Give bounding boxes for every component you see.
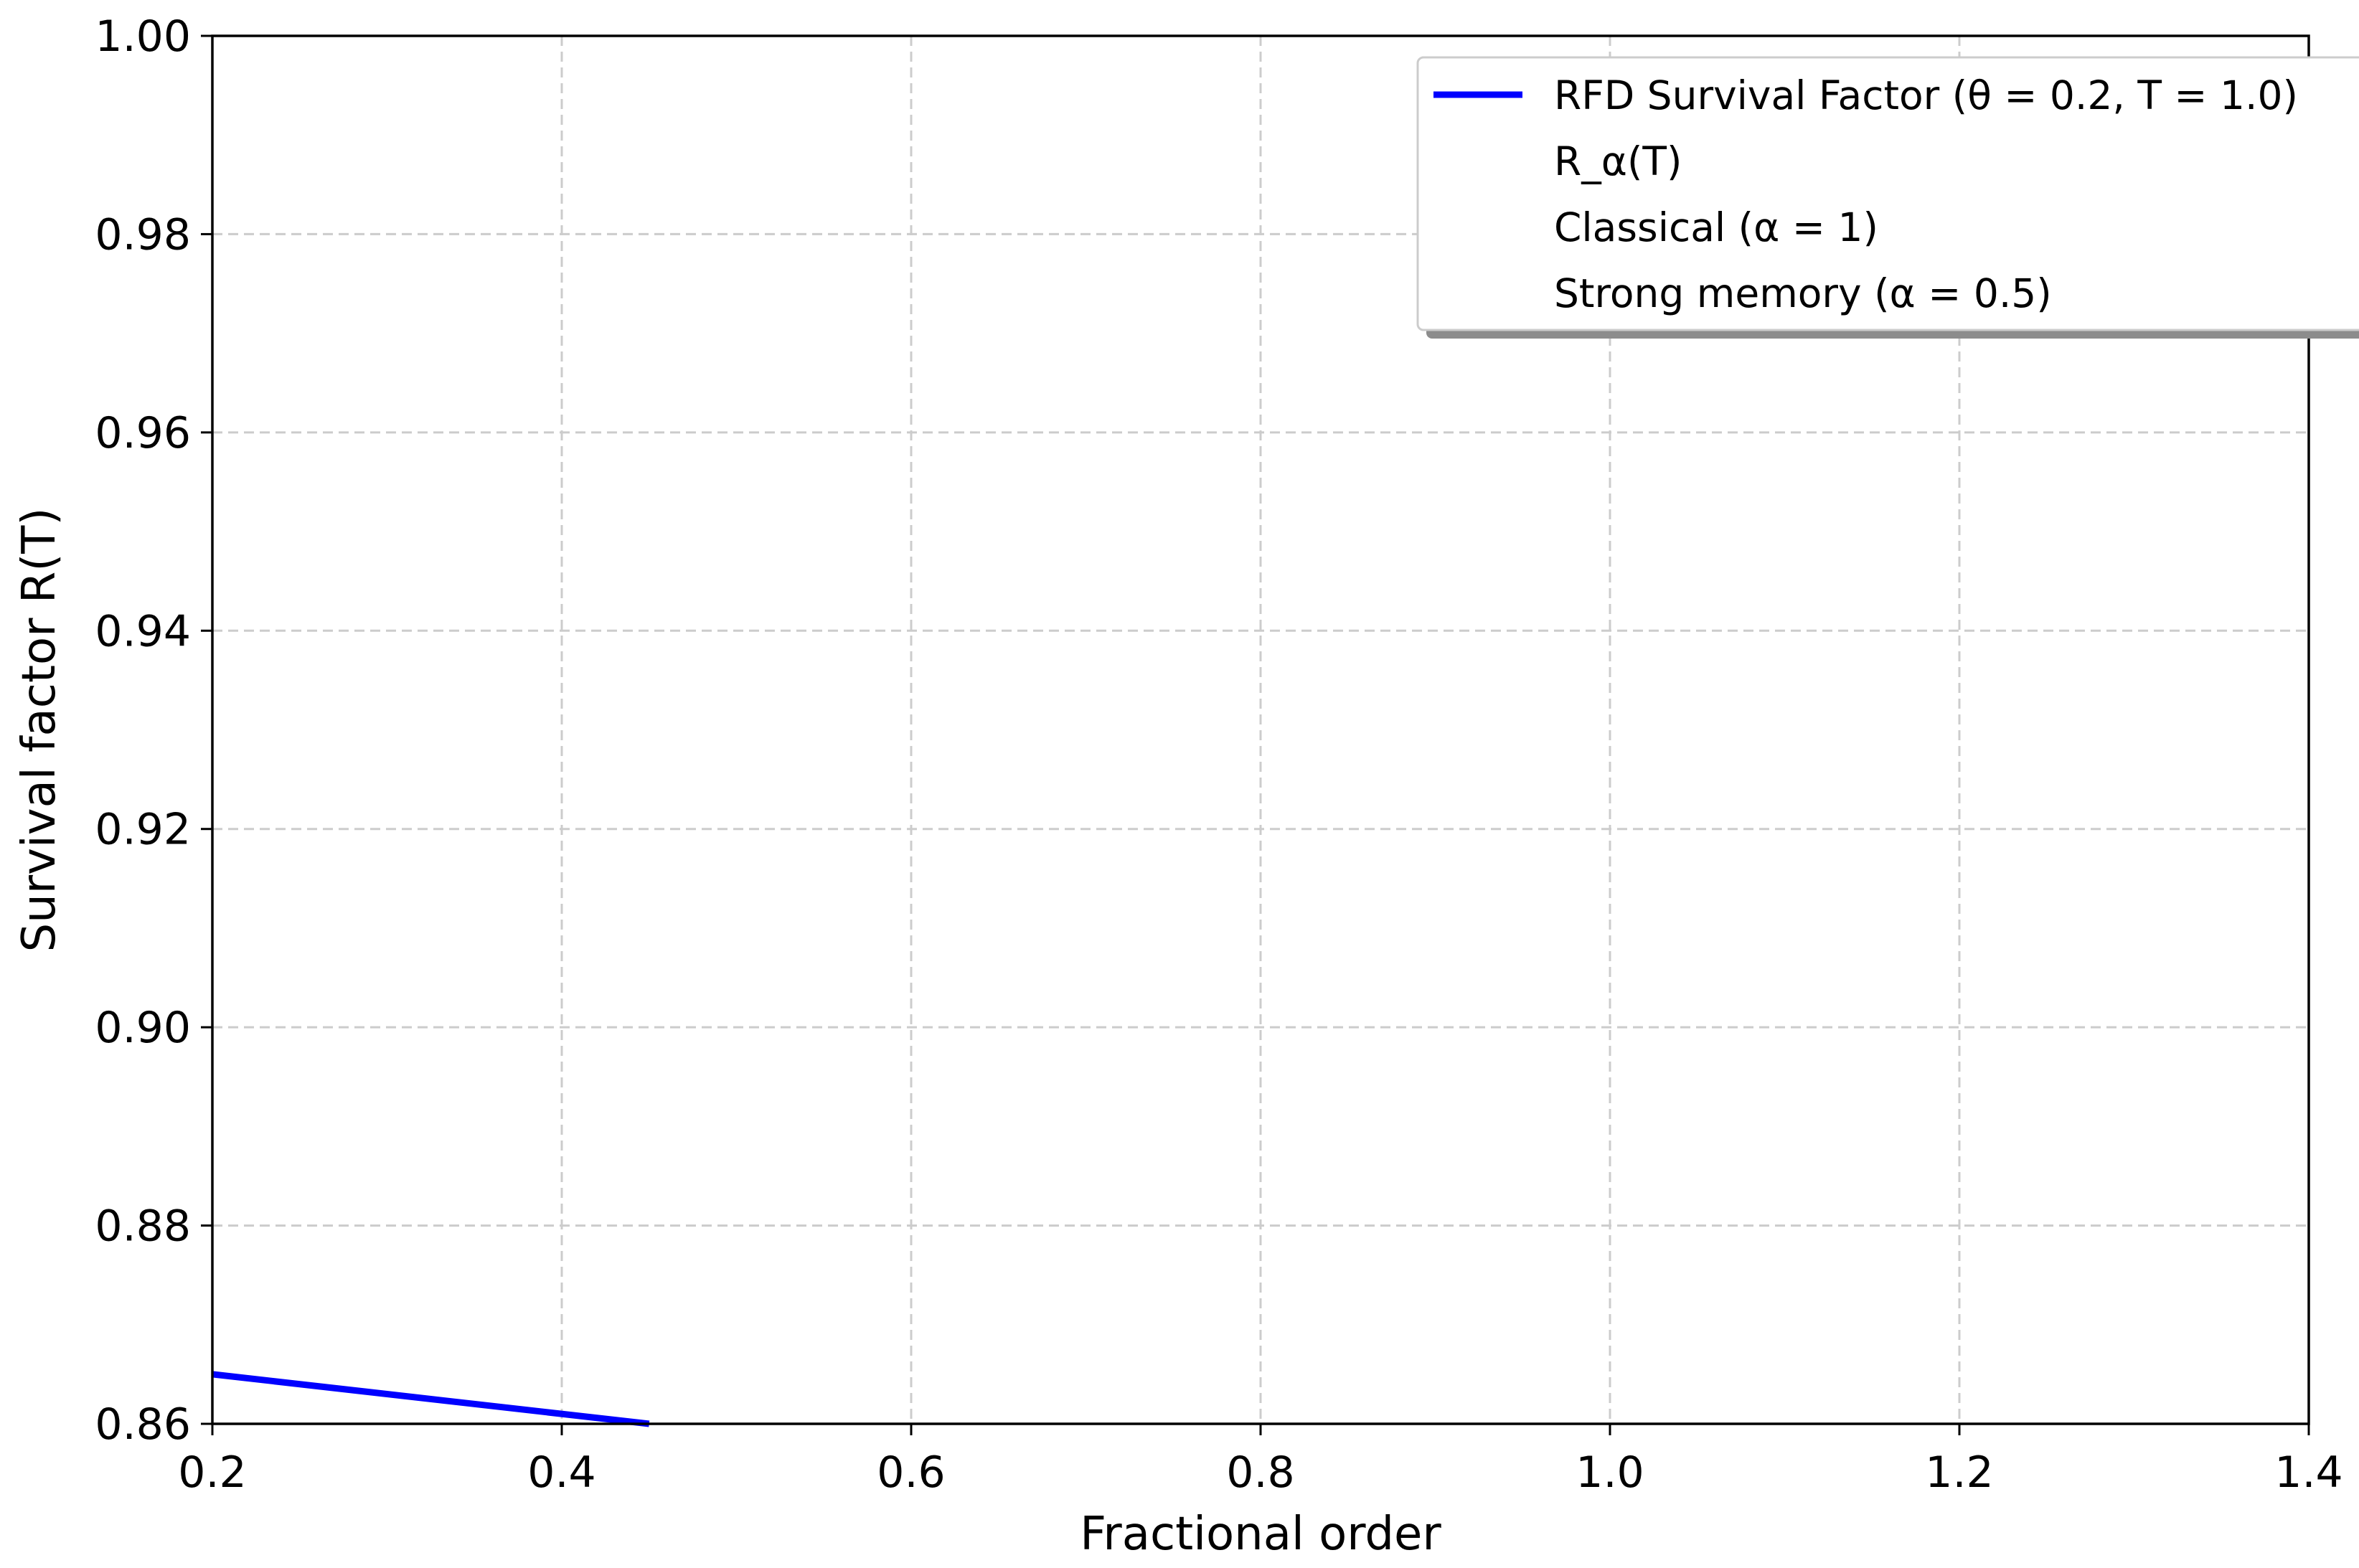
x-tick-label: 0.4 xyxy=(527,1447,595,1498)
axis-ticks: 0.2 0.4 0.6 0.8 1.0 1.2 1.4 0.86 0.88 0.90 0.92 0.9… xyxy=(95,11,2342,1498)
legend-entry-label: RFD Survival Factor (θ = 0.2, T = 1.0) xyxy=(1554,72,2298,118)
grid xyxy=(212,36,2309,1424)
y-tick-label: 0.88 xyxy=(95,1201,191,1252)
x-tick-label: 1.0 xyxy=(1576,1447,1644,1498)
x-axis-label: Fractional order xyxy=(1080,1508,1441,1561)
legend: RFD Survival Factor (θ = 0.2, T = 1.0) R_… xyxy=(1416,56,2359,339)
legend-entry-label: Classical (α = 1) xyxy=(1554,204,1878,250)
legend-entry-label: Strong memory (α = 0.5) xyxy=(1554,270,2052,316)
y-tick-label: 0.94 xyxy=(95,606,191,656)
x-tick-label: 0.6 xyxy=(877,1447,945,1498)
y-tick-label: 1.00 xyxy=(95,11,191,62)
y-tick-label: 0.86 xyxy=(95,1399,191,1450)
y-tick-label: 0.96 xyxy=(95,408,191,458)
legend-entry-label: R_α(T) xyxy=(1554,138,1682,184)
y-tick-label: 0.90 xyxy=(95,1003,191,1053)
x-tick-label: 1.4 xyxy=(2274,1447,2342,1498)
legend-box xyxy=(1416,56,2359,331)
y-axis-label: Survival factor R(T) xyxy=(13,508,66,953)
y-tick-label: 0.98 xyxy=(95,209,191,260)
x-tick-label: 0.8 xyxy=(1226,1447,1294,1498)
x-tick-label: 0.2 xyxy=(178,1447,246,1498)
series-layer xyxy=(212,1371,650,1427)
y-tick-label: 0.92 xyxy=(95,805,191,855)
x-tick-label: 1.2 xyxy=(1925,1447,1993,1498)
series-line xyxy=(212,1371,650,1427)
